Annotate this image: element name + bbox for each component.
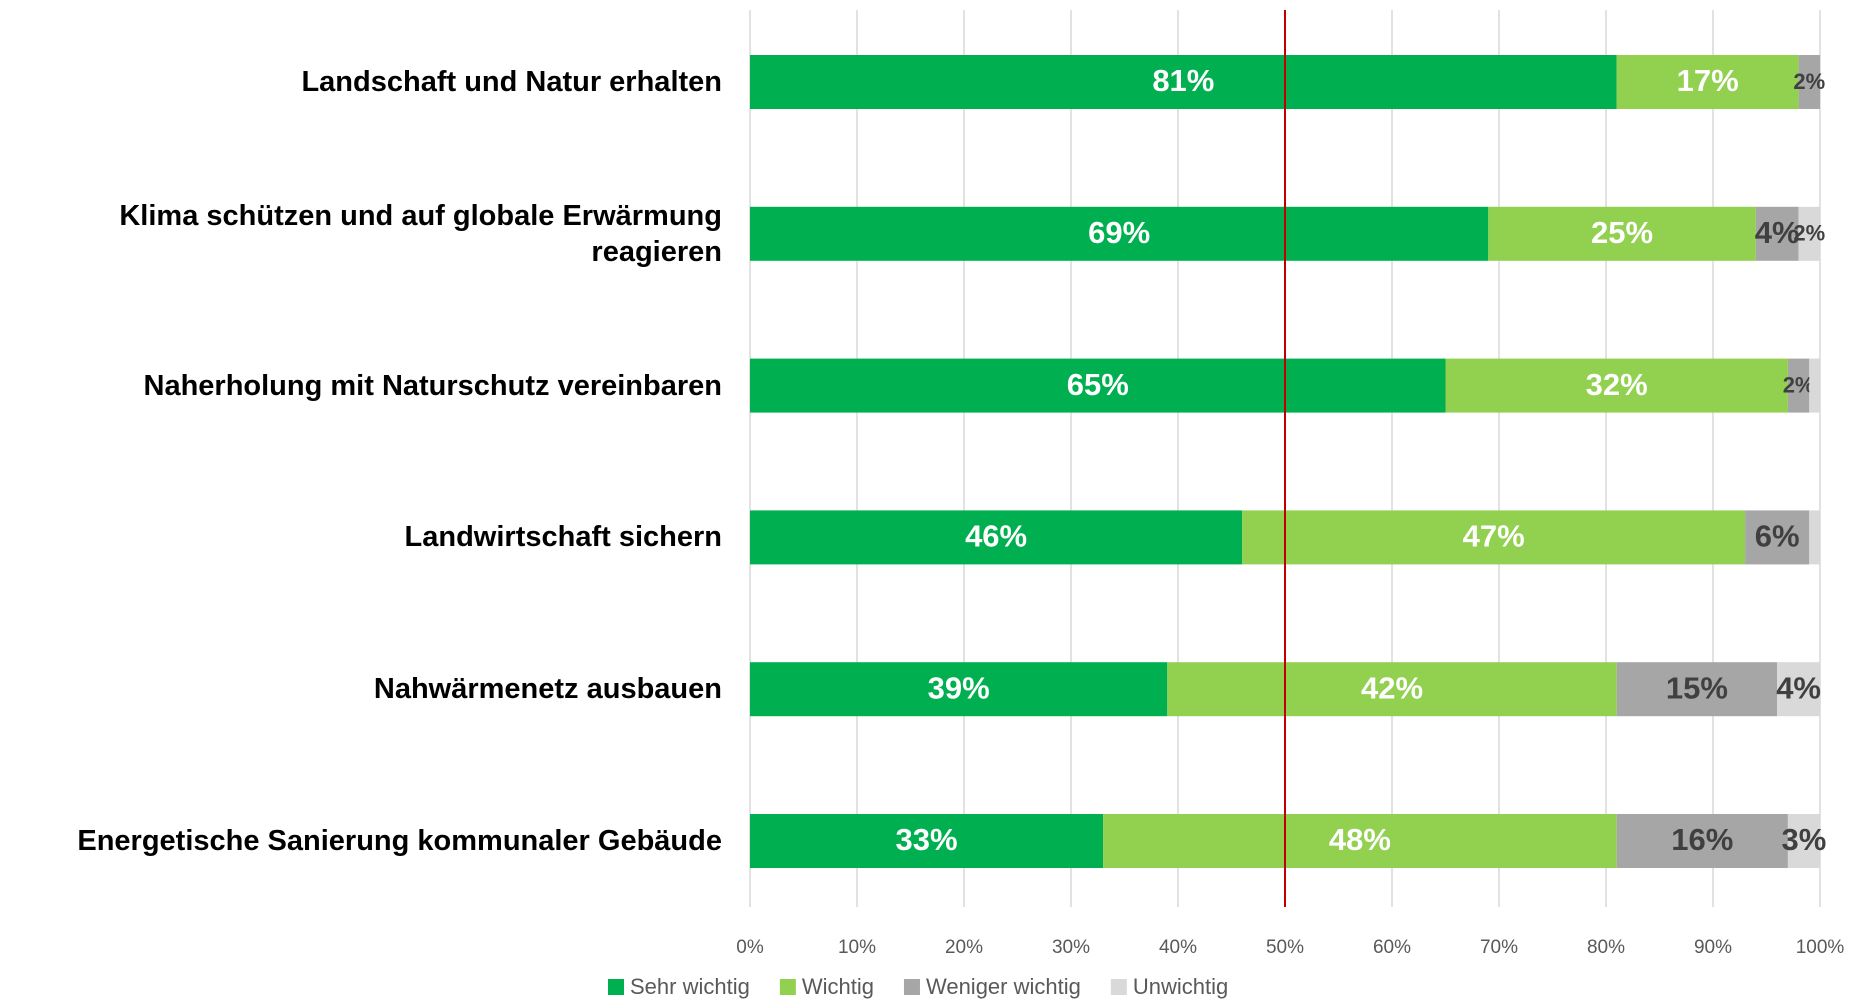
data-label: 4%	[1755, 215, 1800, 250]
bar-segment	[1616, 814, 1788, 868]
bar-segment	[1787, 358, 1810, 413]
bar-segment	[1242, 510, 1746, 565]
category-label: Energetische Sanierung kommunaler Gebäud…	[77, 825, 722, 857]
data-label: 69%	[1088, 215, 1150, 250]
data-label: 6%	[1755, 519, 1800, 554]
bar-segment	[1616, 662, 1778, 717]
x-tick-label: 80%	[1587, 937, 1625, 958]
legend-swatch	[608, 979, 624, 995]
x-tick-label: 90%	[1694, 937, 1732, 958]
x-tick-label: 100%	[1796, 937, 1845, 958]
bar-segment	[750, 55, 1617, 109]
x-tick-label: 10%	[838, 937, 876, 958]
category-label: Klima schützen und auf globale Erwärmung…	[119, 199, 722, 268]
x-tick-label: 60%	[1373, 937, 1411, 958]
data-label: 33%	[896, 822, 958, 857]
bar-segment	[750, 814, 1104, 868]
legend-label: Wichtig	[802, 974, 874, 999]
bar-segment	[1755, 206, 1799, 261]
bar-segment	[1798, 55, 1820, 109]
bar-segment	[750, 510, 1243, 565]
bar-segment	[1809, 510, 1820, 565]
legend: Sehr wichtig Wichtig Weniger wichtig Unwich…	[608, 974, 1228, 999]
data-label: 39%	[928, 670, 990, 705]
bar-segment	[1103, 814, 1617, 868]
bar-segment	[1809, 358, 1820, 413]
data-label: 46%	[965, 519, 1027, 554]
data-label: 3%	[1782, 822, 1827, 857]
data-label: 47%	[1463, 519, 1525, 554]
legend-label: Weniger wichtig	[926, 974, 1081, 999]
data-label: 65%	[1067, 367, 1129, 402]
data-label: 32%	[1586, 367, 1648, 402]
x-tick-label: 0%	[736, 937, 764, 958]
bar-segment	[1798, 206, 1820, 261]
legend-swatch	[779, 979, 796, 995]
bar-segment	[1445, 358, 1788, 413]
x-tick-label: 20%	[945, 937, 983, 958]
data-label: 2%	[1793, 221, 1825, 246]
category-label: Landschaft und Natur erhalten	[301, 66, 722, 98]
bar-segment	[1745, 510, 1810, 565]
data-label: 4%	[1776, 670, 1821, 705]
data-label: 48%	[1329, 822, 1391, 857]
data-label: 42%	[1361, 670, 1423, 705]
data-label: 16%	[1671, 822, 1733, 857]
bar-segment	[1488, 206, 1756, 261]
data-label: 81%	[1152, 63, 1214, 98]
category-label: Landwirtschaft sichern	[404, 521, 722, 554]
legend-swatch	[1110, 979, 1127, 995]
data-label: 17%	[1677, 63, 1739, 98]
legend-label: Unwichtig	[1133, 974, 1228, 999]
bar-segment	[750, 358, 1446, 413]
legend-label: Sehr wichtig	[630, 974, 750, 999]
x-tick-label: 50%	[1266, 937, 1304, 958]
data-label: 25%	[1591, 215, 1653, 250]
bar-segment	[1787, 814, 1820, 868]
data-label: 15%	[1666, 670, 1728, 705]
x-tick-label: 40%	[1159, 937, 1197, 958]
data-label: 2%	[1793, 69, 1825, 94]
bar-segment	[1777, 662, 1820, 717]
category-label: Nahwärmenetz ausbauen	[373, 673, 722, 706]
bar-segment	[750, 662, 1168, 717]
data-label: 2%	[1783, 372, 1815, 397]
legend-swatch	[903, 979, 920, 995]
category-label: Naherholung mit Naturschutz vereinbaren	[143, 369, 723, 402]
bar-segment	[1167, 662, 1617, 717]
x-tick-label: 30%	[1052, 937, 1090, 958]
x-tick-label: 70%	[1480, 937, 1518, 958]
bar-segment	[750, 206, 1489, 261]
bar-segment	[1616, 55, 1799, 109]
